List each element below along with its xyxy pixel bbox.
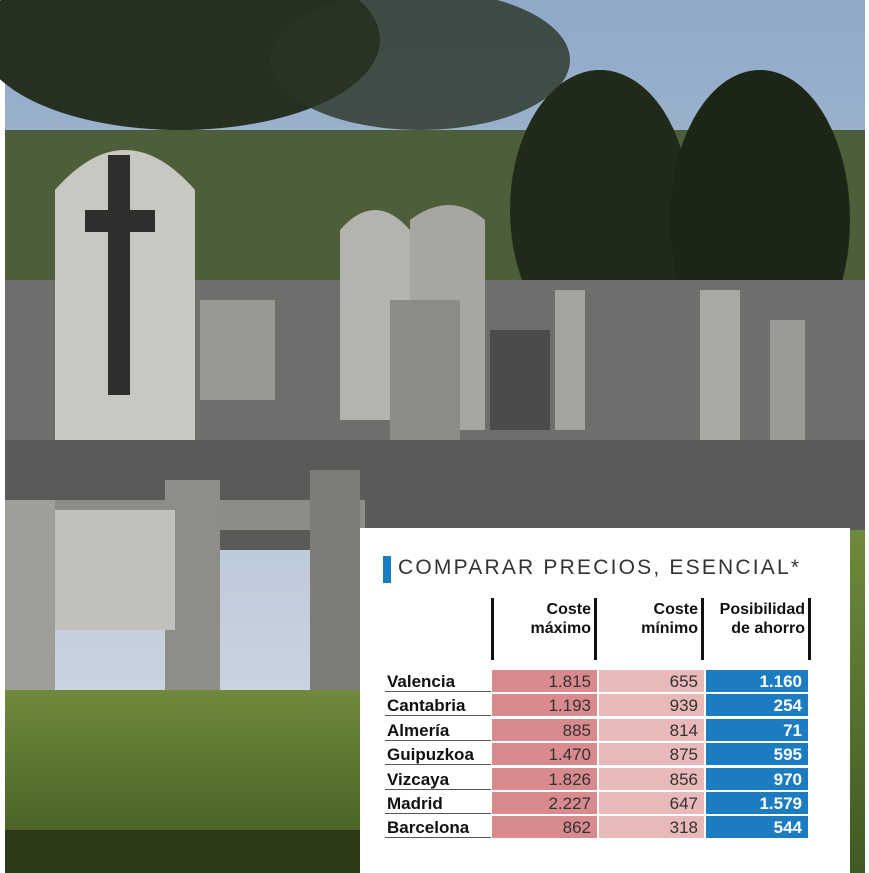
header-line: Posibilidad: [706, 600, 805, 619]
saving: 970: [706, 768, 808, 790]
saving: 595: [706, 743, 808, 765]
header-line: de ahorro: [706, 619, 805, 638]
max-cost: 862: [492, 816, 597, 838]
province: Almería: [385, 719, 491, 741]
table-title: COMPARAR PRECIOS, ESENCIAL*: [383, 554, 801, 582]
province: Vizcaya: [385, 768, 491, 790]
max-cost: 1.193: [492, 694, 597, 716]
min-cost: 655: [599, 670, 704, 692]
max-cost: 1.826: [492, 768, 597, 790]
province: Valencia: [385, 670, 491, 692]
province: Madrid: [385, 792, 491, 814]
saving: 1.579: [706, 792, 808, 814]
saving: 1.160: [706, 670, 808, 692]
header-line: máximo: [492, 619, 591, 638]
min-cost: 318: [599, 816, 704, 838]
min-cost: 856: [599, 768, 704, 790]
header-line: Coste: [492, 600, 591, 619]
max-cost: 2.227: [492, 792, 597, 814]
header-line: mínimo: [599, 619, 698, 638]
max-cost: 1.815: [492, 670, 597, 692]
header-line: Coste: [599, 600, 698, 619]
min-cost: 939: [599, 694, 704, 716]
saving: 544: [706, 816, 808, 838]
max-cost: 1.470: [492, 743, 597, 765]
saving: 254: [706, 694, 808, 716]
min-cost: 647: [599, 792, 704, 814]
max-cost: 885: [492, 719, 597, 741]
province: Cantabria: [385, 694, 491, 716]
saving: 71: [706, 719, 808, 741]
page: COMPARAR PRECIOS, ESENCIAL* CostemáximoC…: [0, 0, 869, 873]
min-cost: 814: [599, 719, 704, 741]
min-cost: 875: [599, 743, 704, 765]
province: Barcelona: [385, 816, 491, 838]
province: Guipuzkoa: [385, 743, 491, 765]
